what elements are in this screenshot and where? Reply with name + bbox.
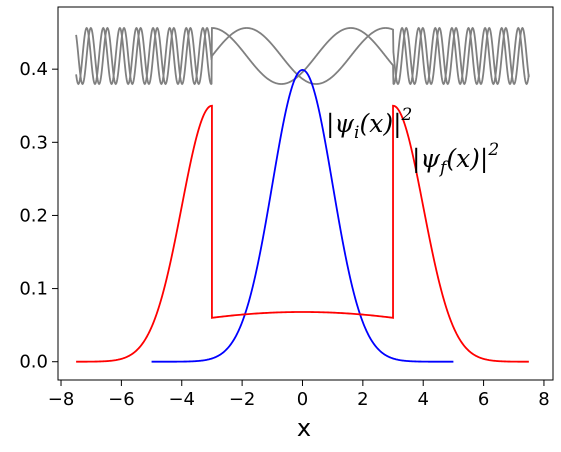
y-tick-label: 0.1 xyxy=(19,279,48,300)
x-tick-label: −6 xyxy=(108,389,135,410)
tick-layer: −8 −6 −4 −2 0 2 4 6 8 0.0 0.1 0.2 0.3 0.4 xyxy=(19,59,549,410)
wavefunction-inset xyxy=(75,26,530,86)
series-psi-f-line xyxy=(76,104,529,363)
y-tick-label: 0.0 xyxy=(19,352,48,373)
x-tick-label: −2 xyxy=(229,389,256,410)
axes-layer xyxy=(57,6,554,381)
annotation-psi-f: |ψf(x)|2 xyxy=(412,140,499,178)
inset-wave-b xyxy=(75,26,530,86)
x-axis-label: x xyxy=(297,414,311,442)
x-tick-label: 2 xyxy=(357,389,368,410)
x-tick-label: 8 xyxy=(538,389,549,410)
x-tick-label: 0 xyxy=(297,389,308,410)
x-tick-label: 6 xyxy=(478,389,489,410)
series-layer xyxy=(76,68,529,363)
series-psi-i-line xyxy=(151,68,454,363)
plot-frame xyxy=(57,6,554,381)
y-tick-label: 0.2 xyxy=(19,205,48,226)
y-tick-label: 0.4 xyxy=(19,59,48,80)
inset-wave-a xyxy=(75,26,530,86)
x-tick-label: −4 xyxy=(168,389,195,410)
x-tick-label: −8 xyxy=(48,389,75,410)
y-tick-label: 0.3 xyxy=(19,132,48,153)
annotation-psi-i: |ψi(x)|2 xyxy=(326,105,412,143)
x-tick-label: 4 xyxy=(417,389,428,410)
